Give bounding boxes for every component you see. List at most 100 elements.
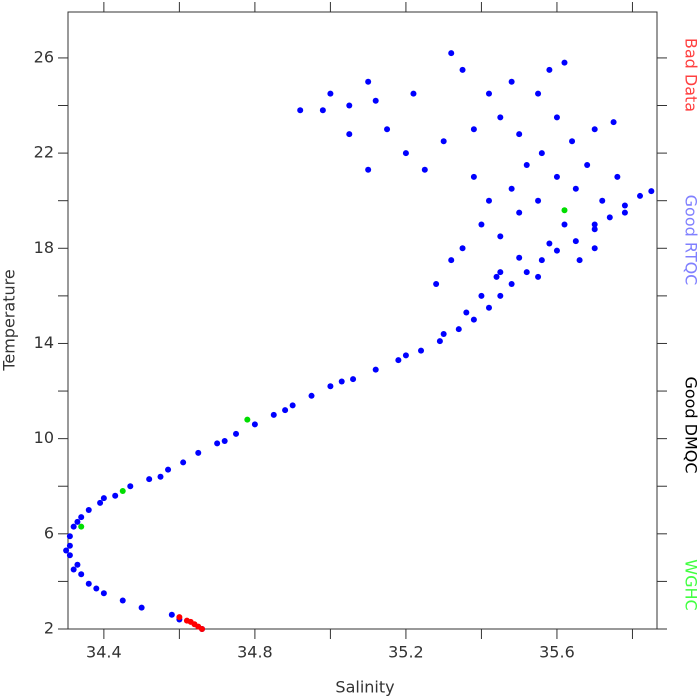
point xyxy=(100,495,107,502)
legend-entry: Bad Data xyxy=(682,38,700,112)
point xyxy=(497,233,504,240)
point xyxy=(372,366,379,373)
point xyxy=(180,459,187,466)
point xyxy=(78,514,85,521)
legend-entry: WGHC xyxy=(682,559,700,610)
point xyxy=(297,107,304,114)
plot-frame xyxy=(67,11,658,630)
point xyxy=(470,173,477,180)
point xyxy=(157,473,164,480)
point xyxy=(346,102,353,109)
point xyxy=(516,254,523,261)
point xyxy=(214,440,221,447)
y-tick-label: 26 xyxy=(34,47,54,66)
point xyxy=(459,66,466,73)
point xyxy=(497,269,504,276)
point xyxy=(561,207,568,214)
point xyxy=(74,518,81,525)
point xyxy=(168,611,175,618)
point xyxy=(138,604,145,611)
point xyxy=(66,542,73,549)
point xyxy=(621,209,628,216)
point xyxy=(402,150,409,157)
point xyxy=(508,280,515,287)
point xyxy=(535,273,542,280)
point xyxy=(572,238,579,245)
point xyxy=(127,483,134,490)
point xyxy=(421,166,428,173)
point xyxy=(553,247,560,254)
point xyxy=(553,173,560,180)
point xyxy=(538,257,545,264)
point xyxy=(516,131,523,138)
point xyxy=(553,114,560,121)
y-tick-label: 14 xyxy=(34,333,54,352)
point xyxy=(350,376,357,383)
point xyxy=(591,221,598,228)
x-tick-label: 35.6 xyxy=(539,643,575,662)
point xyxy=(561,59,568,66)
point xyxy=(319,107,326,114)
point xyxy=(485,197,492,204)
point xyxy=(119,487,126,494)
point xyxy=(66,533,73,540)
point xyxy=(470,316,477,323)
point xyxy=(66,552,73,559)
point xyxy=(221,438,228,445)
point xyxy=(327,383,334,390)
point xyxy=(308,392,315,399)
point xyxy=(112,492,119,499)
point xyxy=(485,304,492,311)
point xyxy=(497,114,504,121)
point xyxy=(176,614,183,621)
point xyxy=(244,416,251,423)
point xyxy=(327,90,334,97)
point xyxy=(493,273,500,280)
point xyxy=(85,507,92,514)
point xyxy=(599,197,606,204)
point xyxy=(233,430,240,437)
point xyxy=(346,131,353,138)
point xyxy=(410,90,417,97)
y-axis-label: Temperature xyxy=(0,269,19,371)
legend-entry: Good DMQC xyxy=(682,376,700,473)
point xyxy=(523,269,530,276)
point xyxy=(338,378,345,385)
point xyxy=(648,188,655,195)
point xyxy=(63,547,70,554)
x-tick-label: 34.4 xyxy=(86,643,122,662)
point xyxy=(591,245,598,252)
y-tick-label: 18 xyxy=(34,238,54,257)
point xyxy=(546,240,553,247)
point xyxy=(584,162,591,169)
point xyxy=(440,330,447,337)
point xyxy=(508,78,515,85)
point xyxy=(448,257,455,264)
point xyxy=(478,221,485,228)
point xyxy=(606,214,613,221)
point xyxy=(270,411,277,418)
point xyxy=(433,280,440,287)
point xyxy=(485,90,492,97)
x-tick-label: 34.8 xyxy=(237,643,273,662)
point xyxy=(97,499,104,506)
y-tick-label: 6 xyxy=(44,523,54,542)
point xyxy=(74,561,81,568)
point xyxy=(282,407,289,414)
point xyxy=(384,126,391,133)
point xyxy=(448,50,455,57)
point xyxy=(78,523,85,530)
legend-entry: Good RTQC xyxy=(682,195,700,286)
point xyxy=(463,309,470,316)
x-tick-label: 35.2 xyxy=(388,643,424,662)
y-tick-label: 2 xyxy=(44,619,54,638)
point xyxy=(402,352,409,359)
point xyxy=(497,292,504,299)
point xyxy=(365,166,372,173)
point xyxy=(146,476,153,483)
point xyxy=(93,585,100,592)
point xyxy=(165,466,172,473)
point xyxy=(195,449,202,456)
point xyxy=(199,626,206,632)
